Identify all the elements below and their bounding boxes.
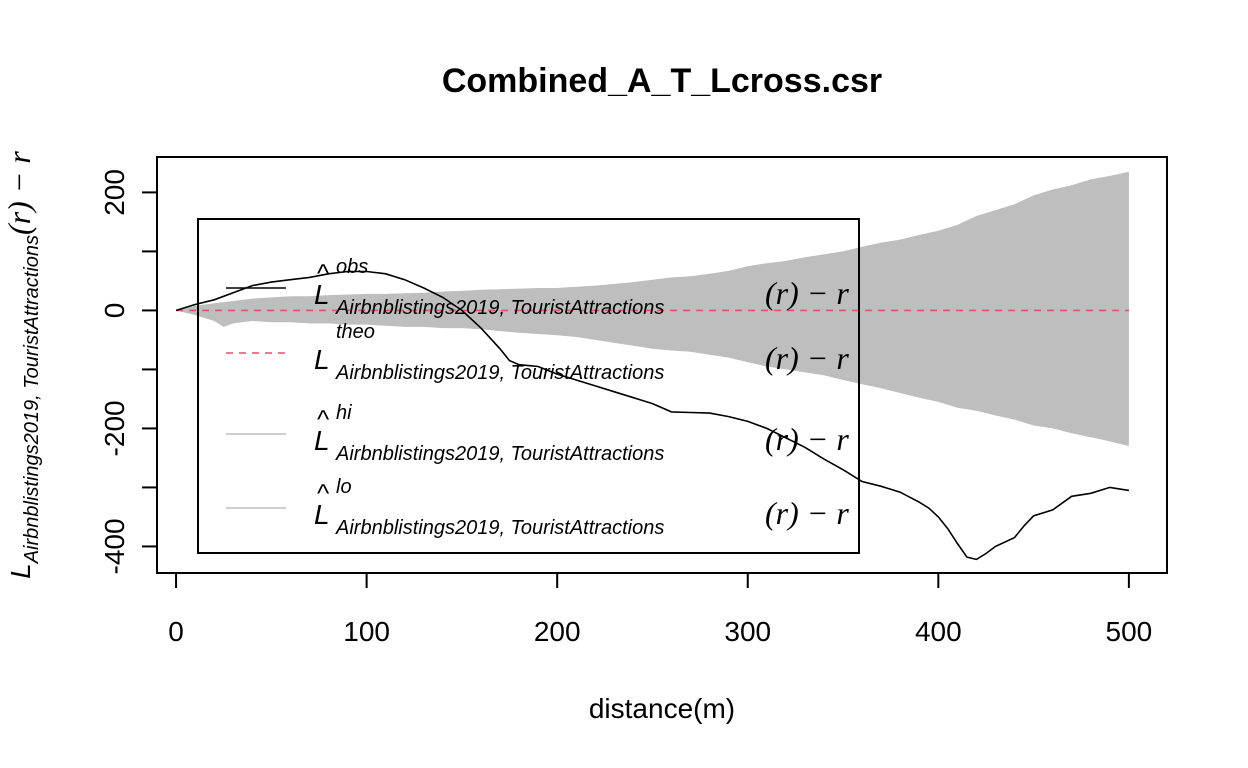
y-tick-label: 0 bbox=[99, 303, 130, 319]
legend-main-obs: L bbox=[314, 279, 330, 310]
legend-sub-obs: Airbnblistings2019, TouristAttractions bbox=[335, 297, 664, 319]
legend-sup-lo: lo bbox=[336, 476, 352, 498]
legend-tail-theo: (r) − r bbox=[765, 340, 849, 376]
envelope-band bbox=[176, 171, 1129, 447]
y-axis-label-tail: (r) − r bbox=[1, 151, 37, 235]
y-axis-label-sub: Airbnblistings2019, TouristAttractions bbox=[21, 235, 43, 564]
series-layer bbox=[175, 270, 1130, 561]
x-tick-label: 400 bbox=[915, 616, 962, 647]
x-tick-label: 500 bbox=[1106, 616, 1153, 647]
x-axis-label: distance(m) bbox=[589, 693, 735, 724]
legend-tail-obs: (r) − r bbox=[765, 275, 849, 311]
x-tick-label: 300 bbox=[724, 616, 771, 647]
envelope-layer bbox=[176, 171, 1129, 447]
y-tick-label: -200 bbox=[99, 400, 130, 456]
x-tick-label: 0 bbox=[168, 616, 184, 647]
x-tick-label: 100 bbox=[343, 616, 390, 647]
x-axis: 0 100 200 300 400 500 bbox=[168, 572, 1153, 647]
y-axis-label-main: L bbox=[5, 563, 36, 579]
legend-sub-hi: Airbnblistings2019, TouristAttractions bbox=[335, 443, 664, 465]
legend-hat-hi: ^ bbox=[317, 404, 330, 434]
legend-tail-lo: (r) − r bbox=[765, 495, 849, 531]
series-line-obs bbox=[175, 270, 1130, 561]
legend-sub-lo: Airbnblistings2019, TouristAttractions bbox=[335, 517, 664, 539]
legend-sub-theo: Airbnblistings2019, TouristAttractions bbox=[335, 362, 664, 384]
y-tick-label: 200 bbox=[99, 169, 130, 216]
legend-tail-hi: (r) − r bbox=[765, 421, 849, 457]
legend-main-hi: L bbox=[314, 425, 330, 456]
y-tick-label: -400 bbox=[99, 518, 130, 574]
legend-hat-lo: ^ bbox=[317, 478, 330, 508]
legend-main-lo: L bbox=[314, 499, 330, 530]
legend-hat-obs: ^ bbox=[317, 258, 330, 288]
legend-sup-obs: obs bbox=[336, 256, 368, 278]
chart-title: Combined_A_T_Lcross.csr bbox=[442, 62, 882, 100]
legend-box bbox=[197, 218, 860, 554]
y-axis: -400 -200 0 200 bbox=[99, 169, 158, 574]
svg-text:LAirbnblistings2019, TouristAt: LAirbnblistings2019, TouristAttractions(… bbox=[1, 151, 43, 579]
legend-main-theo: L bbox=[314, 344, 330, 375]
x-tick-label: 200 bbox=[534, 616, 581, 647]
legend-sup-hi: hi bbox=[336, 402, 352, 424]
legend-sup-theo: theo bbox=[336, 321, 375, 343]
y-axis-label: LAirbnblistings2019, TouristAttractions(… bbox=[1, 151, 43, 579]
